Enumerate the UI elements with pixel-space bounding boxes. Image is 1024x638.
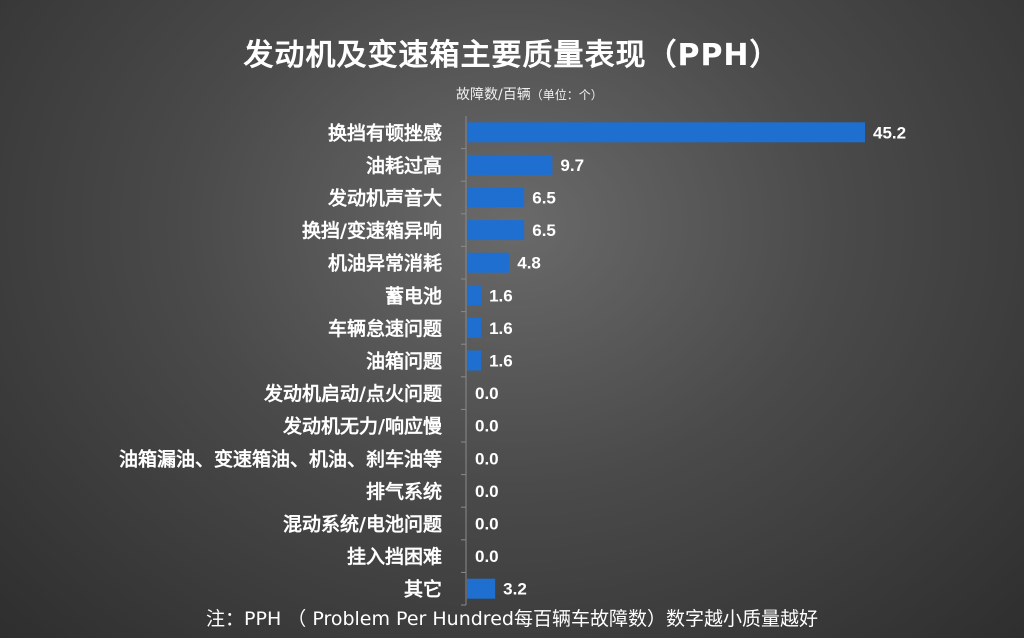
- category-label: 换挡/变速箱异响: [302, 219, 442, 242]
- category-label: 其它: [404, 578, 442, 601]
- subtitle-text: 故障数/百辆: [456, 87, 531, 103]
- value-label: 6.5: [532, 189, 556, 208]
- bar: [467, 350, 482, 371]
- bar: [467, 187, 525, 208]
- value-label: 1.6: [489, 352, 513, 371]
- bar: [467, 154, 553, 175]
- value-label: 1.6: [489, 286, 513, 305]
- category-label: 蓄电池: [385, 284, 442, 307]
- chart-title: 发动机及变速箱主要质量表现（PPH）: [243, 38, 781, 73]
- category-label: 油耗过高: [366, 154, 442, 177]
- category-label: 机油异常消耗: [328, 252, 442, 275]
- value-label: 6.5: [532, 221, 556, 240]
- bar: [467, 285, 482, 306]
- category-label: 油箱问题: [366, 350, 442, 373]
- bar: [467, 252, 510, 273]
- chart-subtitle: 故障数/百辆（单位：个）: [456, 84, 603, 104]
- bar: [467, 122, 865, 143]
- value-label: 0.0: [475, 384, 499, 403]
- category-label: 排气系统: [366, 480, 442, 503]
- bar: [467, 317, 482, 338]
- category-label: 混动系统/电池问题: [283, 513, 442, 536]
- value-label: 4.8: [517, 254, 541, 273]
- value-label: 0.0: [475, 449, 499, 468]
- value-label: 1.6: [489, 319, 513, 338]
- value-label: 45.2: [873, 123, 906, 142]
- category-label: 发动机声音大: [327, 187, 442, 210]
- category-label: 发动机启动/点火问题: [263, 382, 442, 405]
- category-label: 挂入挡困难: [347, 545, 442, 568]
- value-label: 0.0: [475, 482, 499, 501]
- category-label: 发动机无力/响应慢: [282, 415, 443, 438]
- category-label: 车辆怠速问题: [328, 317, 442, 340]
- value-label: 9.7: [560, 156, 584, 175]
- category-label: 油箱漏油、变速箱油、机油、刹车油等: [119, 447, 442, 470]
- value-label: 3.2: [503, 580, 527, 599]
- bar: [467, 578, 496, 599]
- unit-note: （单位：个）: [530, 88, 603, 102]
- bar: [467, 220, 525, 241]
- category-label: 换挡有顿挫感: [328, 121, 442, 144]
- footnote: 注：PPH （ Problem Per Hundred每百辆车故障数）数字越小质…: [206, 608, 818, 630]
- value-label: 0.0: [475, 515, 499, 534]
- value-label: 0.0: [475, 417, 499, 436]
- value-label: 0.0: [475, 547, 499, 566]
